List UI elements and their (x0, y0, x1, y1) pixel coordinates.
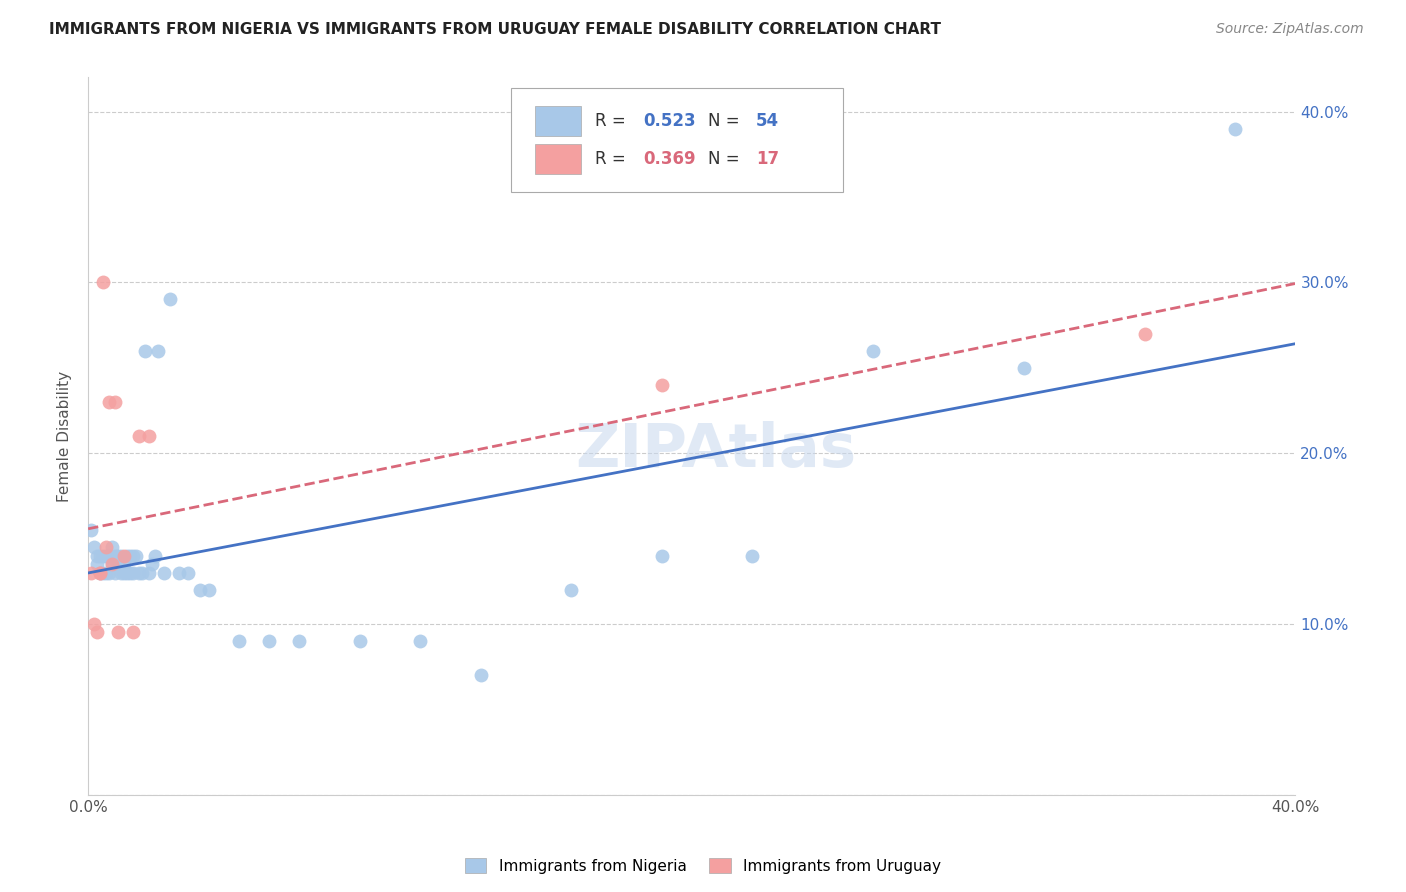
FancyBboxPatch shape (510, 88, 842, 192)
Point (80, 566, 103, 580)
Point (83, 540, 105, 554)
Point (138, 566, 160, 580)
Point (86, 549, 108, 563)
Point (138, 429, 160, 443)
Point (110, 566, 132, 580)
FancyBboxPatch shape (534, 145, 581, 174)
Point (651, 549, 673, 563)
Point (101, 540, 124, 554)
Point (128, 566, 150, 580)
Point (146, 343, 169, 358)
Text: R =: R = (595, 112, 631, 130)
Point (91, 549, 114, 563)
Point (104, 549, 127, 563)
Point (288, 634, 311, 648)
Text: IMMIGRANTS FROM NIGERIA VS IMMIGRANTS FROM URUGUAY FEMALE DISABILITY CORRELATION: IMMIGRANTS FROM NIGERIA VS IMMIGRANTS FR… (49, 22, 941, 37)
Point (120, 549, 142, 563)
Point (89, 566, 111, 580)
Point (112, 549, 135, 563)
Point (177, 566, 200, 580)
Point (134, 343, 156, 358)
Point (107, 549, 129, 563)
Point (98, 566, 121, 580)
Point (125, 549, 148, 563)
Point (91, 566, 114, 580)
Point (110, 549, 132, 563)
Text: Source: ZipAtlas.com: Source: ZipAtlas.com (1216, 22, 1364, 37)
Point (409, 634, 432, 648)
Text: N =: N = (707, 150, 744, 169)
Text: R =: R = (595, 150, 631, 169)
Text: 17: 17 (756, 150, 779, 169)
Y-axis label: Female Disability: Female Disability (58, 370, 72, 501)
Point (141, 557, 163, 571)
Point (107, 625, 129, 640)
Point (143, 549, 166, 563)
Point (80, 523, 103, 537)
Point (198, 582, 221, 597)
Text: 0.369: 0.369 (644, 150, 696, 169)
Point (107, 557, 129, 571)
Point (1133, 326, 1156, 341)
Point (862, 343, 884, 358)
Point (98, 549, 121, 563)
Point (560, 582, 582, 597)
Point (86, 625, 108, 640)
Point (188, 582, 211, 597)
Point (98, 395, 121, 409)
Point (470, 668, 492, 682)
Point (741, 549, 763, 563)
Point (89, 566, 111, 580)
Point (152, 566, 174, 580)
Point (128, 429, 150, 443)
Point (117, 549, 139, 563)
Point (257, 634, 280, 648)
Point (228, 634, 250, 648)
Legend: Immigrants from Nigeria, Immigrants from Uruguay: Immigrants from Nigeria, Immigrants from… (458, 852, 948, 880)
Point (117, 566, 139, 580)
Point (86, 557, 108, 571)
Point (89, 566, 111, 580)
Point (122, 625, 145, 640)
Point (112, 557, 135, 571)
Point (101, 557, 124, 571)
Point (101, 557, 124, 571)
Text: N =: N = (707, 112, 744, 130)
Text: 0.523: 0.523 (644, 112, 696, 130)
Point (112, 566, 135, 580)
Point (1223, 121, 1246, 136)
Text: 54: 54 (756, 112, 779, 130)
Point (96, 540, 118, 554)
Point (1012, 360, 1035, 375)
Text: ZIPAtlas: ZIPAtlas (575, 421, 856, 480)
Point (91, 276, 114, 290)
Point (122, 566, 145, 580)
FancyBboxPatch shape (534, 106, 581, 136)
Point (122, 549, 145, 563)
Point (349, 634, 371, 648)
Point (104, 566, 127, 580)
Point (83, 616, 105, 631)
Point (651, 377, 673, 392)
Point (120, 566, 142, 580)
Point (96, 566, 118, 580)
Point (159, 293, 181, 307)
Point (167, 566, 190, 580)
Point (131, 566, 153, 580)
Point (96, 549, 118, 563)
Point (104, 395, 127, 409)
Point (89, 549, 111, 563)
